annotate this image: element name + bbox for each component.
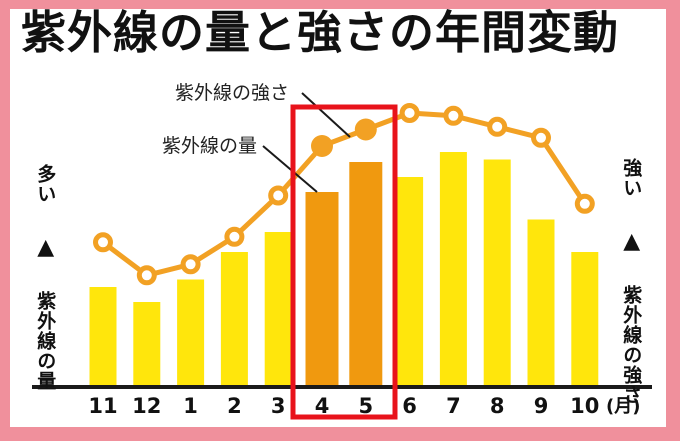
line-marker-filled-month-5 xyxy=(354,118,377,141)
bar-month-11 xyxy=(89,287,117,387)
line-label-connector xyxy=(301,92,351,138)
bar-month-5 xyxy=(349,162,383,387)
x-tick-month-1: 1 xyxy=(183,394,198,418)
line-marker-month-6 xyxy=(399,103,420,123)
bar-month-12 xyxy=(133,302,161,387)
x-tick-month-4: 4 xyxy=(314,394,330,418)
line-marker-month-2 xyxy=(224,226,245,247)
bar-month-1 xyxy=(177,279,205,387)
x-axis-tick-labels: 11 12 1 2 3 4 5 6 7 8 9 10 xyxy=(0,396,680,418)
highlight-box-april-may xyxy=(290,104,398,420)
bar-month-6 xyxy=(396,177,424,387)
x-tick-month-8: 8 xyxy=(489,394,505,418)
line-series-label: 紫外線の強さ xyxy=(175,82,290,104)
line-marker-month-3 xyxy=(268,185,289,206)
x-tick-month-6: 6 xyxy=(402,394,417,418)
x-tick-month-9: 9 xyxy=(533,394,549,418)
bar-month-3 xyxy=(264,232,292,387)
line-marker-month-8 xyxy=(487,116,508,137)
line-marker-month-10 xyxy=(574,193,595,214)
line-marker-filled-month-4 xyxy=(311,135,333,157)
left-axis-label: 多い ▲ 紫外線の量 xyxy=(33,164,59,391)
line-marker-month-11 xyxy=(93,232,113,253)
page-title: 紫外線の量と強さの年間変動 xyxy=(21,6,620,59)
x-tick-month-3: 3 xyxy=(270,394,286,418)
bar-month-7 xyxy=(439,152,467,387)
left-axis-direction: 多い xyxy=(34,164,57,204)
bar-month-4 xyxy=(305,192,339,387)
up-arrow-icon: ▲ xyxy=(33,235,59,260)
bar-month-10 xyxy=(571,252,599,387)
right-axis-direction: 強い xyxy=(620,158,643,198)
line-marker-month-12 xyxy=(136,265,157,286)
x-tick-month-10: 10 xyxy=(570,394,600,418)
bar-series-label: 紫外線の量 xyxy=(162,135,258,157)
x-axis-unit-label: (月) xyxy=(606,396,641,417)
right-axis-label: 強い ▲ 紫外線の強さ xyxy=(619,158,645,405)
bar-month-8 xyxy=(483,159,511,387)
x-tick-month-7: 7 xyxy=(446,394,461,418)
bar-month-2 xyxy=(220,252,248,387)
line-marker-month-9 xyxy=(531,127,551,148)
right-axis-series: 紫外線の強さ xyxy=(620,285,643,405)
x-tick-month-12: 12 xyxy=(132,394,162,418)
up-arrow-icon: ▲ xyxy=(619,229,645,254)
bar-label-connector xyxy=(262,145,318,193)
line-marker-month-7 xyxy=(443,105,464,126)
x-tick-month-11: 11 xyxy=(88,394,118,418)
bar-month-9 xyxy=(527,219,555,387)
x-tick-month-5: 5 xyxy=(358,394,374,418)
x-tick-month-2: 2 xyxy=(227,394,242,418)
x-axis-line xyxy=(32,385,652,389)
left-axis-series: 紫外線の量 xyxy=(34,291,57,391)
line-marker-month-1 xyxy=(180,254,201,275)
